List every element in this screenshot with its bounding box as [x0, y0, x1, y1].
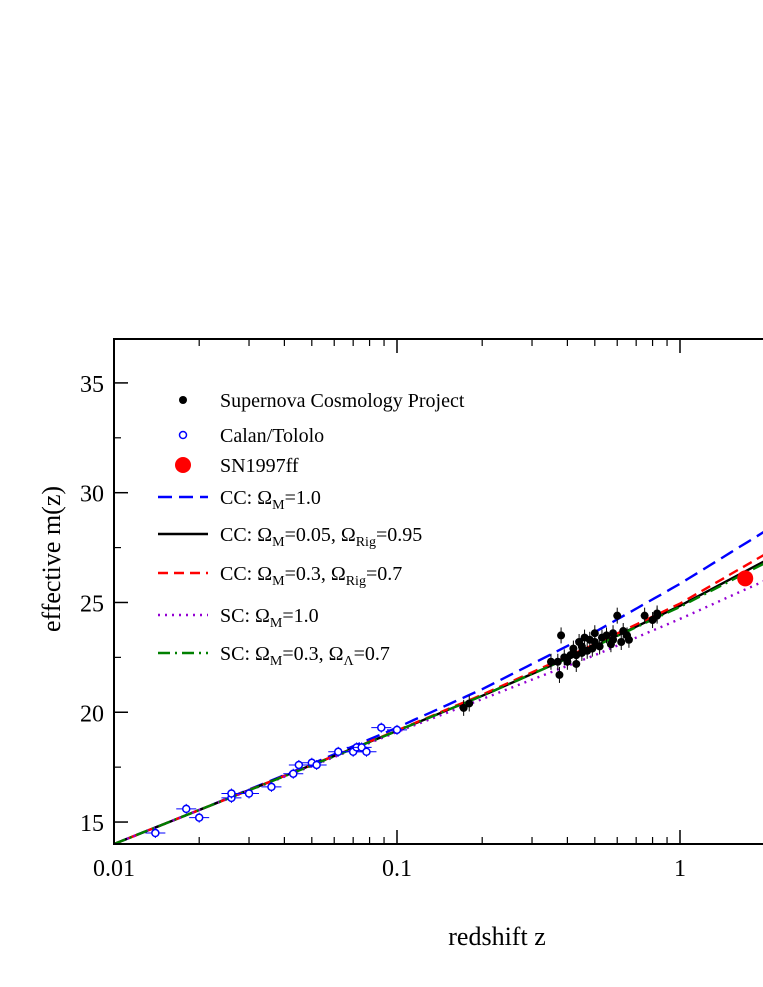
plot-frame — [113, 338, 763, 845]
scp-point — [557, 631, 566, 640]
legend-label-sn1997ff: SN1997ff — [220, 455, 299, 477]
model-curves — [114, 531, 763, 844]
scp-point — [546, 657, 555, 666]
legend-label-calan: Calan/Tololo — [220, 425, 324, 447]
calan-tololo-point — [151, 828, 160, 838]
scp-point — [563, 657, 572, 666]
axis-ticks — [113, 339, 681, 844]
legend-label-line-2: CC: ΩM=0.05, ΩRig=0.95 — [220, 524, 422, 550]
scp-point — [624, 635, 633, 644]
legend-marker-sn1997ff — [175, 457, 191, 473]
calan-tololo-point — [267, 782, 276, 792]
legend-label-line-5: SC: ΩM=0.3, ΩΛ=0.7 — [220, 643, 390, 669]
scp-point — [640, 611, 649, 620]
calan-tololo-point — [392, 725, 402, 735]
y-tick-label: 20 — [80, 701, 104, 727]
calan-tololo-point — [312, 760, 321, 770]
scp-point — [590, 629, 599, 638]
scp-point — [572, 659, 581, 668]
calan-tololo-point — [194, 813, 204, 822]
scp-point — [569, 644, 578, 653]
calan-tololo-point — [244, 789, 254, 798]
y-tick-label: 25 — [80, 591, 104, 617]
y-tick-label: 35 — [80, 372, 104, 398]
scp-point — [566, 651, 575, 660]
scp-point — [459, 703, 468, 712]
calan-tololo-point — [294, 760, 304, 770]
model-curve-3 — [114, 554, 763, 844]
y-axis-label: effective m(z) — [37, 486, 66, 632]
sn1997ff-point — [737, 570, 754, 587]
tick-labels: 0.01 0.1 1 15 20 25 30 35 — [80, 372, 686, 882]
legend: Supernova Cosmology Project Calan/Tololo S… — [158, 390, 465, 669]
x-tick-label: 0.01 — [93, 856, 135, 882]
scp-point — [613, 611, 622, 620]
scp-point — [609, 629, 618, 638]
legend-label-line-3: CC: ΩM=0.3, ΩRig=0.7 — [220, 563, 402, 589]
data-points — [145, 570, 754, 839]
legend-marker-calan — [178, 430, 188, 440]
legend-marker-scp — [179, 396, 187, 404]
scp-point — [602, 631, 611, 640]
calan-tololo-point — [362, 747, 371, 757]
model-curve-1 — [114, 531, 763, 844]
scp-point — [555, 670, 564, 679]
y-tick-label: 30 — [80, 482, 104, 508]
legend-label-line-1: CC: ΩM=1.0 — [220, 487, 321, 513]
model-curve-4 — [114, 580, 763, 844]
scp-point — [465, 699, 474, 708]
calan-tololo-point — [289, 769, 298, 778]
y-tick-label: 15 — [80, 811, 104, 837]
calan-tololo-point — [227, 789, 236, 798]
scp-point — [577, 642, 586, 651]
scp-point — [617, 638, 626, 646]
scp-point — [553, 657, 562, 666]
model-curve-2 — [114, 560, 763, 844]
calan-tololo-point — [333, 747, 343, 757]
calan-tololo-point — [181, 804, 191, 814]
scp-point — [653, 611, 662, 620]
x-tick-label: 1 — [674, 856, 686, 882]
legend-label-line-4: SC: ΩM=1.0 — [220, 605, 319, 631]
x-tick-label: 0.1 — [382, 856, 412, 882]
calan-tololo-point — [377, 723, 386, 732]
model-curve-5 — [114, 562, 763, 844]
x-axis-label: redshift z — [448, 922, 545, 951]
legend-label-scp: Supernova Cosmology Project — [220, 390, 465, 412]
